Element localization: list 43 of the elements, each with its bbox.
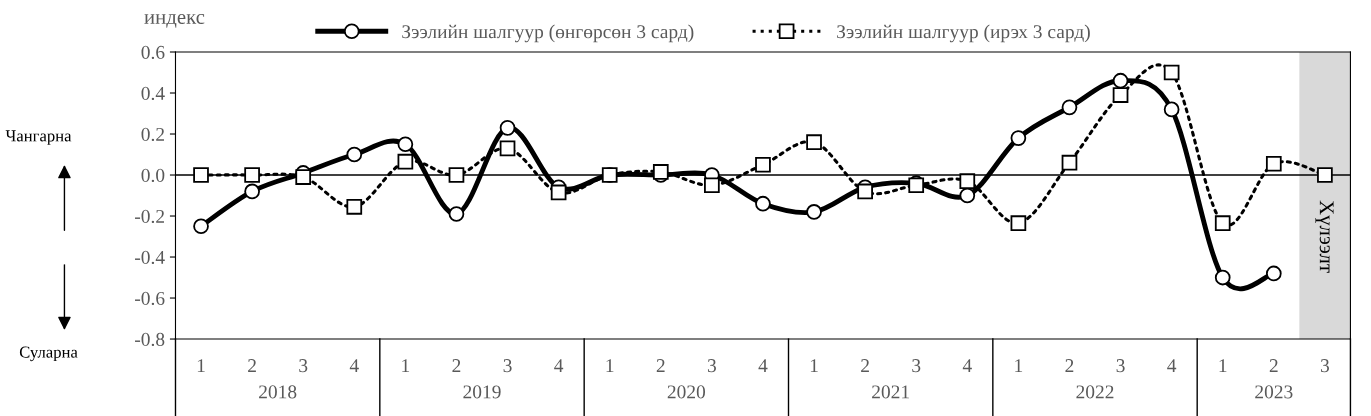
x-tick-label: 1 bbox=[1219, 359, 1227, 372]
x-tick-label: 3 bbox=[1116, 359, 1125, 373]
x-tick-label: 3 bbox=[1320, 359, 1329, 373]
x-tick-label: 1 bbox=[1015, 359, 1023, 372]
x-tick-label: 2 bbox=[1269, 359, 1278, 372]
x-tick-label: 1 bbox=[402, 359, 410, 372]
x-tick-label: 3 bbox=[503, 359, 512, 373]
x-tick-label: 4 bbox=[962, 359, 972, 372]
text: Чангарна bbox=[5, 130, 72, 145]
y-tick-label: 0.4 bbox=[141, 86, 165, 101]
x-tick-label: 2 bbox=[452, 359, 461, 372]
x-tick-label: 3 bbox=[299, 359, 308, 373]
y-tick-label: 0.0 bbox=[141, 168, 165, 183]
x-tick-label: 2 bbox=[248, 359, 256, 372]
x-tick-label: 4 bbox=[758, 359, 768, 372]
text: 2021 bbox=[872, 385, 909, 399]
y-tick-label: 0.2 bbox=[141, 127, 164, 142]
y-axis-title: индекс bbox=[144, 13, 205, 28]
x-tick-label: 2 bbox=[1065, 359, 1074, 372]
text: 2023 bbox=[1255, 385, 1293, 399]
x-tick-label: 3 bbox=[912, 359, 921, 373]
legend-label: Зээлийн шалгуур (ирэх 3 сард) bbox=[837, 24, 1090, 43]
y-tick-label: -0.8 bbox=[135, 332, 165, 347]
x-tick-label: 1 bbox=[810, 359, 818, 372]
x-tick-label: 1 bbox=[606, 359, 614, 372]
text: 2020 bbox=[667, 385, 706, 399]
annotation: Хүлээлт bbox=[1315, 200, 1334, 273]
legend-label: Зээлийн шалгуур (өнгөрсөн 3 сард) bbox=[402, 24, 694, 43]
x-tick-label: 2 bbox=[656, 359, 665, 372]
x-tick-label: 1 bbox=[197, 359, 205, 372]
y-tick-label: -0.6 bbox=[135, 291, 165, 306]
text: 2022 bbox=[1076, 385, 1114, 399]
x-tick-label: 4 bbox=[349, 359, 359, 372]
text: 2019 bbox=[463, 385, 501, 399]
text: 2018 bbox=[259, 385, 297, 399]
x-tick-label: 3 bbox=[707, 359, 716, 373]
text: Суларна bbox=[19, 346, 78, 362]
x-tick-label: 4 bbox=[1167, 359, 1177, 372]
y-tick-label: 0.6 bbox=[141, 45, 165, 60]
x-tick-label: 4 bbox=[554, 359, 564, 372]
y-tick-label: -0.2 bbox=[135, 209, 164, 224]
y-tick-label: -0.4 bbox=[135, 250, 165, 265]
x-tick-label: 2 bbox=[861, 359, 869, 372]
